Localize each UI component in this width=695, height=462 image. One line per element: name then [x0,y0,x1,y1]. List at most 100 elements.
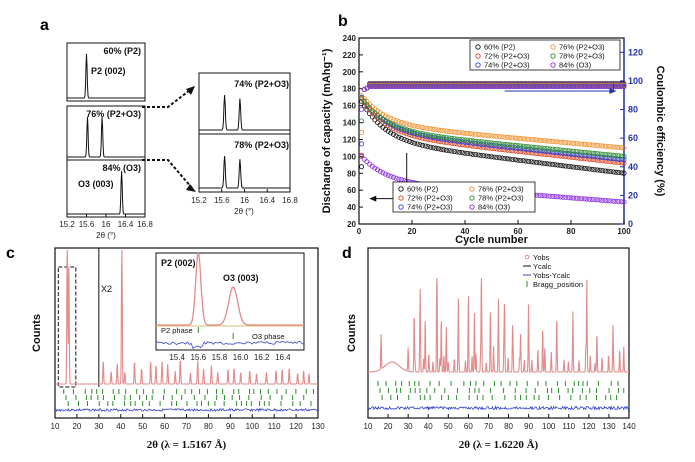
panel-b-capacity-point [473,152,479,158]
panel-b-capacity-point [446,135,452,141]
panel-a-right-pattern [199,155,290,189]
panel-b-capacity-point [584,142,590,148]
panel-b-capacity-point [510,135,516,141]
panel-b-efficiency-point [523,84,529,90]
panel-b-capacity-point [470,151,476,157]
panel-b-capacity-point [603,143,609,149]
panel-b-capacity-point [563,194,569,200]
panel-b-capacity-point [584,196,590,202]
panel-b-capacity-point [531,137,537,143]
panel-c-xtick-label: 10 [51,422,60,431]
panel-b-capacity-point [595,197,601,203]
panel-b-capacity-point [563,150,569,156]
panel-b-capacity-point [618,145,624,151]
panel-b-capacity-point [552,139,558,145]
panel-b-capacity-point [409,128,415,134]
panel-b-capacity-point [459,137,465,143]
panel-b-ytick-label: 240 [343,34,357,43]
panel-b-capacity-point [613,198,619,204]
panel-b-capacity-point [367,107,373,113]
panel-b-efficiency-point [396,84,402,90]
panel-b-capacity-point [581,165,587,171]
panel-b-capacity-point [404,121,410,127]
panel-b-capacity-point [412,129,418,135]
panel-b-ytick-label: 160 [343,102,357,111]
panel-b-capacity-point [491,133,497,139]
panel-b-capacity-point [552,194,558,200]
panel-c-xlabel: 2θ (λ = 1.5167 Å) [147,439,227,451]
panel-b-capacity-point [581,141,587,147]
panel-b-capacity-point [504,142,510,148]
panel-b-capacity-point [481,144,487,150]
panel-d-legend-label: Yobs [533,253,550,262]
panel-b-efficiency-point [422,84,428,90]
panel-c-xtick-label: 30 [94,422,103,431]
panel-b-capacity-point [510,156,516,162]
panel-a-right-tick-label: 16.4 [259,196,275,205]
panel-b-efficiency-point [518,84,524,90]
panel-b-capacity-point [528,159,534,165]
panel-b-capacity-point [512,148,518,154]
panel-b-capacity-point [587,196,593,202]
panel-b-capacity-point [396,128,402,134]
panel-b-efficiency-point [526,84,532,90]
panel-b-capacity-point [560,150,566,156]
panel-d-refinement-chart: 10 20 30 40 50 60 70 80 90 100 110 120 130 140 2θ (λ =… [346,247,636,451]
panel-b-efficiency-point [579,84,585,90]
panel-b-capacity-point [462,150,468,156]
panel-b-capacity-point [550,152,556,158]
panel-c-inset-pattern [156,250,304,326]
panel-b-capacity-point [536,192,542,198]
panel-b-capacity-point [380,111,386,117]
panel-b-capacity-point [544,161,550,167]
panel-b-capacity-point [563,163,569,169]
panel-b-efficiency-point [600,84,606,90]
panel-c-inset-phase-o3: O3 phase [252,332,285,341]
panel-b-ytick-label: 180 [343,85,357,94]
panel-b-capacity-point [443,135,449,141]
panel-a-right-label: 74% (P2+O3) [234,79,289,89]
panel-b-capacity-point [565,151,571,157]
panel-b-capacity-point [459,142,465,148]
panel-d-ylabel: Counts [346,314,358,352]
panel-b-capacity-point [465,150,471,156]
panel-b-capacity-point [550,146,556,152]
panel-b-capacity-point [565,163,571,169]
panel-b-capacity-point [587,142,593,148]
panel-d-xtick-label: 100 [542,422,556,431]
panel-c-xtick-label: 110 [268,422,281,431]
panel-label-a: a [40,17,49,34]
panel-b-capacity-point [523,158,529,164]
panel-b-capacity-point [576,152,582,158]
panel-b-capacity-point [404,137,410,143]
panel-b-efficiency-point [504,84,510,90]
panel-b-legend-efficiency-box [469,39,621,71]
panel-b-capacity-point [393,123,399,129]
panel-b-capacity-point [494,146,500,152]
panel-b-capacity-point [568,154,574,160]
panel-b-legend-capacity-label: 76% (P2+O3) [478,185,524,194]
panel-b-efficiency-point [420,84,426,90]
panel-b-capacity-point [398,135,404,141]
panel-b-efficiency-point [616,84,622,90]
panel-b-capacity-point [496,146,502,152]
panel-c-xtick-label: 120 [289,422,303,431]
panel-b-capacity-point [401,120,407,126]
panel-b-capacity-point [531,150,537,156]
panel-b-capacity-point [592,154,598,160]
panel-b-efficiency-point [550,84,556,90]
panel-b-capacity-point [563,140,569,146]
panel-b-capacity-point [557,162,563,168]
panel-b-capacity-point [454,129,460,135]
panel-c-xtick-label: 80 [204,422,213,431]
panel-b-capacity-point [605,152,611,158]
panel-b-capacity-point [364,159,370,165]
panel-b-efficiency-point [560,84,566,90]
panel-a-left-sublabel: O3 (003) [78,179,114,189]
panel-b-capacity-point [473,131,479,137]
panel-c-xtick-label: 70 [182,422,191,431]
panel-b-capacity-point [420,125,426,131]
panel-b-capacity-point [581,196,587,202]
panel-b-capacity-point [507,142,513,148]
panel-b-capacity-point [441,134,447,140]
